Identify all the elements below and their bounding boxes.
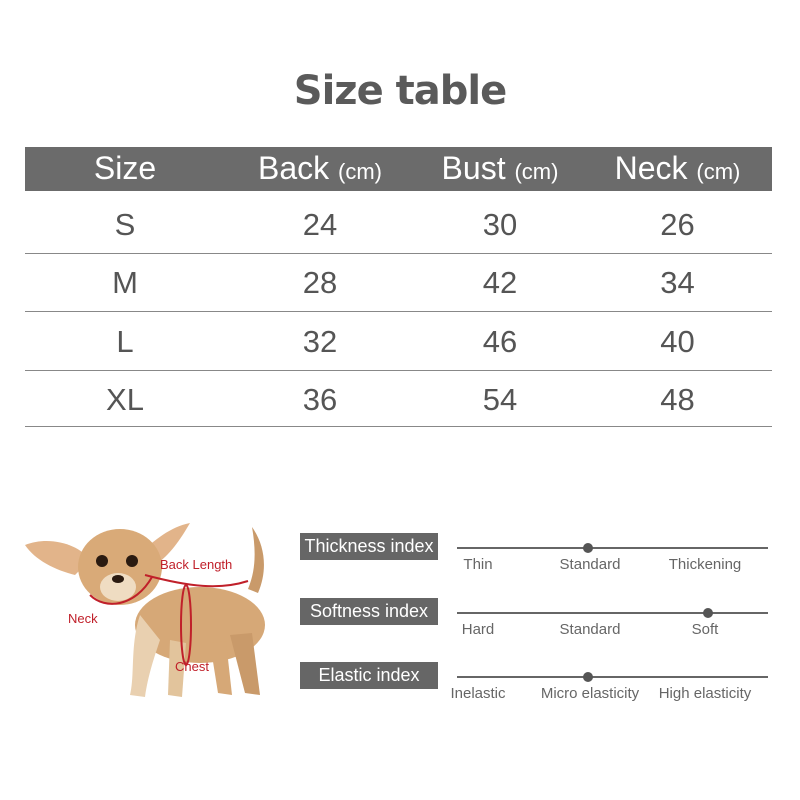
cell-neck: 34 (660, 265, 695, 300)
index-tick-label: Inelastic (450, 685, 506, 702)
index-tick-label: High elasticity (658, 685, 752, 702)
index-marker (583, 543, 593, 553)
cell-neck: 26 (660, 207, 695, 242)
table-row: L 32 46 40 (25, 312, 772, 371)
index-label: Softness index (300, 598, 438, 625)
cell-size: XL (106, 382, 144, 417)
back-length-label: Back Length (160, 557, 232, 572)
index-tick-label: Thin (463, 556, 493, 573)
header-back: Back (cm) (235, 150, 405, 187)
cell-back: 36 (302, 382, 338, 417)
header-label: Bust (441, 150, 506, 186)
index-scale-line (457, 612, 768, 614)
index-scale-line (457, 547, 768, 549)
table-row: S 24 30 26 (25, 195, 772, 254)
index-tick-label: Soft (691, 621, 719, 638)
index-marker (583, 672, 593, 682)
page-title: Size table (293, 68, 507, 114)
cell-bust: 30 (482, 207, 518, 242)
neck-label: Neck (68, 611, 98, 626)
cell-back: 32 (302, 324, 338, 359)
header-unit: (cm) (338, 159, 382, 184)
cell-size: L (116, 324, 134, 359)
index-tick-label: Hard (461, 621, 495, 638)
index-label: Thickness index (300, 533, 438, 560)
table-row: M 28 42 34 (25, 253, 772, 312)
header-size: Size (70, 150, 180, 187)
index-tick-label: Standard (559, 621, 621, 638)
header-label: Neck (614, 150, 688, 186)
cell-bust: 42 (482, 265, 518, 300)
cell-back: 24 (302, 207, 338, 242)
cell-neck: 40 (660, 324, 695, 359)
cell-back: 28 (302, 265, 338, 300)
cell-neck: 48 (660, 382, 695, 417)
cell-size: M (112, 265, 138, 300)
cell-bust: 46 (482, 324, 518, 359)
header-neck: Neck (cm) (595, 150, 760, 187)
header-bust: Bust (cm) (415, 150, 585, 187)
header-unit: (cm) (514, 159, 559, 184)
index-label: Elastic index (300, 662, 438, 689)
dog-measurement-illustration: Back Length Neck Chest (25, 523, 265, 697)
header-unit: (cm) (696, 159, 741, 184)
index-tick-label: Thickening (668, 556, 742, 573)
index-marker (703, 608, 713, 618)
index-tick-label: Micro elasticity (540, 685, 640, 702)
cell-bust: 54 (482, 382, 518, 417)
measurement-arrows (89, 574, 249, 666)
table-row: XL 36 54 48 (25, 370, 772, 427)
chest-label: Chest (175, 659, 209, 674)
table-header: Size Back (cm) Bust (cm) Neck (cm) (25, 147, 772, 191)
cell-size: S (114, 207, 136, 242)
header-label: Size (93, 150, 157, 186)
index-scale-line (457, 676, 768, 678)
dog-icon (25, 523, 265, 697)
header-label: Back (257, 150, 330, 186)
index-tick-label: Standard (559, 556, 621, 573)
